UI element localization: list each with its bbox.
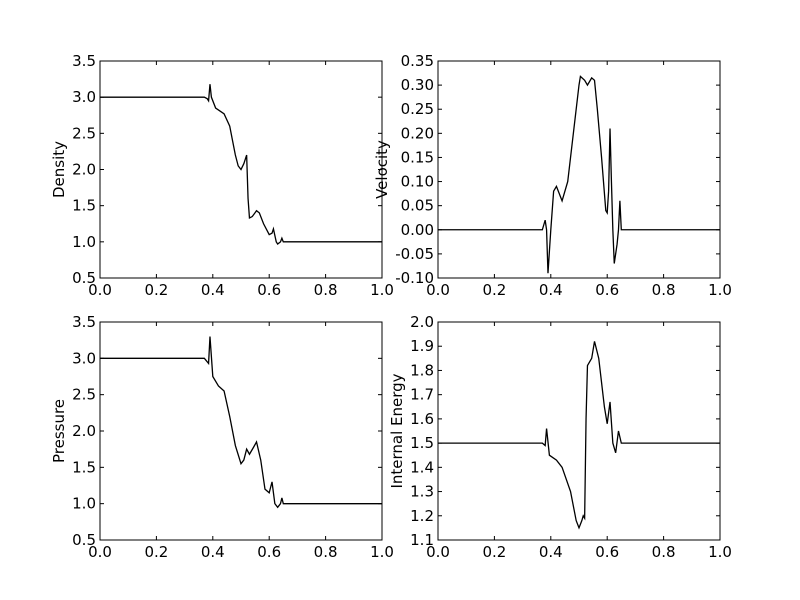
x-tick-label: 0.6: [595, 543, 619, 561]
subplot: 0.0 0.2 0.4 0.6 0.8 1.0 0.5 1.0 1.5 2.0 2.5 3.0 3.5 D…: [50, 52, 394, 299]
y-tick-label: 1.7: [410, 386, 434, 404]
y-tick-label: 0.15: [401, 148, 434, 166]
subplot: 0.0 0.2 0.4 0.6 0.8 1.0 0.5 1.0 1.5 2.0 2.5 3.0 3.5 P…: [50, 313, 394, 561]
y-tick-label: 1.9: [410, 337, 434, 355]
y-axis-label: Pressure: [50, 399, 68, 463]
y-tick-label: 1.6: [410, 410, 434, 428]
y-tick-label: 2.5: [72, 386, 96, 404]
y-tick-label: -0.10: [395, 269, 434, 287]
x-tick-label: 0.0: [426, 543, 450, 561]
axes-frame: [437, 60, 721, 279]
y-tick-label: 2.0: [72, 422, 96, 440]
x-tick-label: 1.0: [708, 543, 732, 561]
y-tick-label: 1.5: [72, 458, 96, 476]
data-line: [100, 336, 382, 509]
x-tick-label: 0.2: [482, 543, 506, 561]
y-tick-label: 3.5: [72, 313, 96, 331]
y-tick-label: 2.0: [410, 313, 434, 331]
x-tick-label: 0.6: [257, 281, 281, 299]
y-axis-label: Velocity: [373, 140, 391, 199]
y-tick-label: 1.8: [410, 361, 434, 379]
x-tick-label: 0.4: [201, 281, 225, 299]
y-tick-label: 0.30: [401, 76, 434, 94]
x-tick-label: 0.8: [314, 543, 338, 561]
y-tick-label: 1.5: [410, 434, 434, 452]
x-tick-label: 0.2: [144, 281, 168, 299]
x-tick-label: 0.4: [201, 543, 225, 561]
y-tick-label: 1.5: [72, 197, 96, 215]
x-tick-label: 0.8: [652, 281, 676, 299]
data-line: [100, 84, 382, 245]
data-line: [438, 75, 720, 274]
x-tick-label: 0.2: [144, 543, 168, 561]
y-tick-label: 1.0: [72, 495, 96, 513]
y-tick-label: 1.2: [410, 507, 434, 525]
x-tick-label: 0.6: [595, 281, 619, 299]
y-tick-label: 0.5: [72, 531, 96, 549]
y-tick-label: 3.0: [72, 349, 96, 367]
x-tick-label: 0.0: [426, 281, 450, 299]
x-tick-label: 0.8: [314, 281, 338, 299]
y-tick-label: 0.35: [401, 52, 434, 70]
x-tick-label: 1.0: [370, 281, 394, 299]
x-tick-label: 1.0: [370, 543, 394, 561]
x-tick-label: 0.0: [88, 281, 112, 299]
x-tick-label: 0.4: [539, 543, 563, 561]
x-tick-label: 0.6: [257, 543, 281, 561]
y-tick-label: 3.0: [72, 88, 96, 106]
x-tick-label: 0.8: [652, 543, 676, 561]
axes-frame: [437, 321, 721, 541]
y-tick-label: 1.3: [410, 483, 434, 501]
y-tick-label: 0.20: [401, 124, 434, 142]
x-tick-label: 1.0: [708, 281, 732, 299]
y-tick-label: 3.5: [72, 52, 96, 70]
y-tick-label: 1.1: [410, 531, 434, 549]
y-tick-label: 1.0: [72, 233, 96, 251]
y-axis-label: Density: [50, 141, 68, 198]
y-tick-label: 0.00: [401, 221, 434, 239]
y-tick-label: 1.4: [410, 458, 434, 476]
data-line: [438, 341, 720, 530]
y-tick-label: 0.05: [401, 197, 434, 215]
axes-frame: [99, 321, 383, 541]
y-tick-label: 2.5: [72, 124, 96, 142]
y-tick-label: 0.25: [401, 100, 434, 118]
y-axis-label: Internal Energy: [388, 373, 406, 488]
x-tick-label: 0.2: [482, 281, 506, 299]
y-tick-label: -0.05: [395, 245, 434, 263]
x-tick-label: 0.0: [88, 543, 112, 561]
x-tick-label: 0.4: [539, 281, 563, 299]
subplot: 0.0 0.2 0.4 0.6 0.8 1.0 1.1 1.2 1.3 1.4 1.5 1.6 1.7 1…: [388, 313, 732, 561]
subplot: 0.0 0.2 0.4 0.6 0.8 1.0-0.10-0.050.000.050.10…: [373, 52, 732, 299]
y-tick-label: 0.10: [401, 173, 434, 191]
y-tick-label: 0.5: [72, 269, 96, 287]
y-tick-label: 2.0: [72, 161, 96, 179]
